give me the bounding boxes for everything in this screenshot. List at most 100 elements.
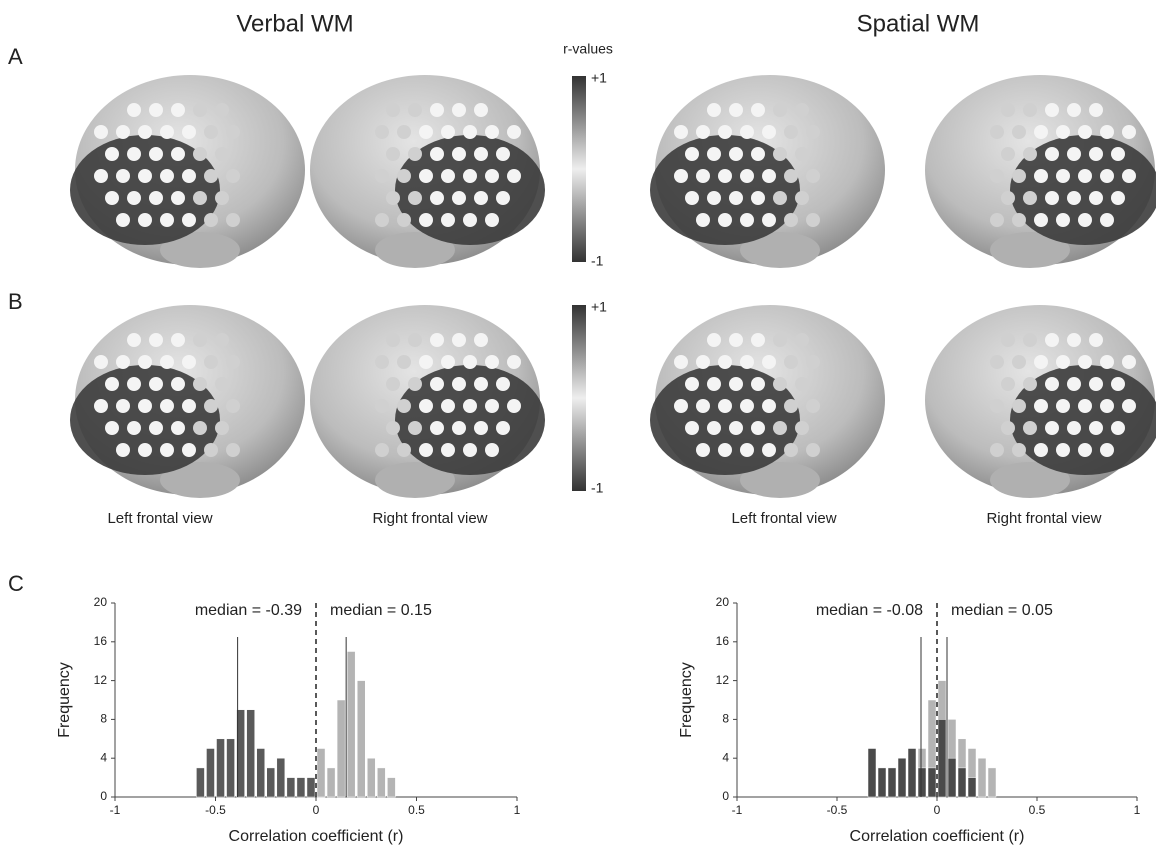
brain-lobe: [990, 232, 1070, 268]
bar: [236, 709, 245, 798]
electrode: [806, 125, 820, 139]
electrode: [375, 213, 389, 227]
electrode: [696, 125, 710, 139]
electrode: [729, 421, 743, 435]
electrode: [182, 213, 196, 227]
electrode: [762, 443, 776, 457]
electrode: [419, 169, 433, 183]
electrode: [94, 399, 108, 413]
electrode: [204, 125, 218, 139]
electrode: [740, 399, 754, 413]
electrode: [707, 191, 721, 205]
electrode: [386, 103, 400, 117]
y-tick-label: 16: [94, 634, 108, 648]
electrode: [375, 169, 389, 183]
electrode: [718, 125, 732, 139]
electrode: [474, 377, 488, 391]
electrode: [1078, 355, 1092, 369]
electrode: [507, 355, 521, 369]
electrode: [1067, 147, 1081, 161]
electrode: [773, 421, 787, 435]
electrode: [171, 333, 185, 347]
electrode: [729, 191, 743, 205]
electrode: [795, 147, 809, 161]
colorbar: [572, 305, 586, 491]
electrode: [1023, 421, 1037, 435]
electrode: [1012, 169, 1026, 183]
electrode: [1045, 191, 1059, 205]
electrode: [740, 443, 754, 457]
y-tick-label: 12: [94, 673, 108, 687]
bar: [937, 719, 947, 798]
y-tick-label: 20: [94, 595, 108, 609]
electrode: [408, 147, 422, 161]
brain: [310, 75, 545, 268]
electrode: [386, 191, 400, 205]
electrode: [127, 333, 141, 347]
electrode: [226, 355, 240, 369]
electrode: [707, 147, 721, 161]
electrode: [1045, 377, 1059, 391]
electrode: [806, 399, 820, 413]
bar: [316, 748, 326, 798]
bar: [967, 777, 977, 798]
electrode: [795, 191, 809, 205]
electrode: [127, 103, 141, 117]
electrode: [685, 191, 699, 205]
electrode: [707, 421, 721, 435]
electrode: [171, 421, 185, 435]
electrode: [1056, 399, 1070, 413]
electrode: [182, 399, 196, 413]
electrode: [696, 169, 710, 183]
electrode: [193, 103, 207, 117]
electrode: [386, 377, 400, 391]
electrode: [171, 377, 185, 391]
bar: [917, 767, 927, 798]
brain: [650, 75, 885, 268]
electrode: [1023, 147, 1037, 161]
y-tick-label: 4: [722, 750, 729, 764]
electrode: [182, 355, 196, 369]
electrode: [397, 213, 411, 227]
electrode: [762, 125, 776, 139]
electrode: [215, 421, 229, 435]
electrode: [430, 191, 444, 205]
electrode: [1012, 213, 1026, 227]
electrode: [1100, 125, 1114, 139]
electrode: [1034, 213, 1048, 227]
electrode: [729, 333, 743, 347]
electrode: [138, 443, 152, 457]
bar: [286, 777, 296, 798]
electrode: [1078, 125, 1092, 139]
electrode: [474, 421, 488, 435]
electrode: [215, 103, 229, 117]
electrode: [795, 421, 809, 435]
colorbar-max: +1: [591, 70, 607, 86]
electrode: [1100, 399, 1114, 413]
electrode: [204, 355, 218, 369]
electrode: [1078, 213, 1092, 227]
electrode: [1001, 333, 1015, 347]
electrode: [990, 443, 1004, 457]
brain: [70, 305, 305, 498]
electrode: [463, 443, 477, 457]
electrode: [1067, 191, 1081, 205]
electrode: [452, 333, 466, 347]
electrode: [105, 377, 119, 391]
electrode: [375, 399, 389, 413]
electrode: [204, 443, 218, 457]
electrode: [138, 213, 152, 227]
bar: [346, 651, 356, 798]
electrode: [452, 103, 466, 117]
electrode: [795, 333, 809, 347]
electrode: [1078, 169, 1092, 183]
bar: [216, 738, 225, 798]
electrode: [430, 421, 444, 435]
electrode: [1100, 443, 1114, 457]
electrode: [507, 399, 521, 413]
bar: [907, 748, 917, 798]
x-tick-label: 1: [1134, 803, 1141, 817]
electrode: [685, 421, 699, 435]
y-axis-label: Frequency: [56, 662, 73, 738]
electrode: [1111, 421, 1125, 435]
